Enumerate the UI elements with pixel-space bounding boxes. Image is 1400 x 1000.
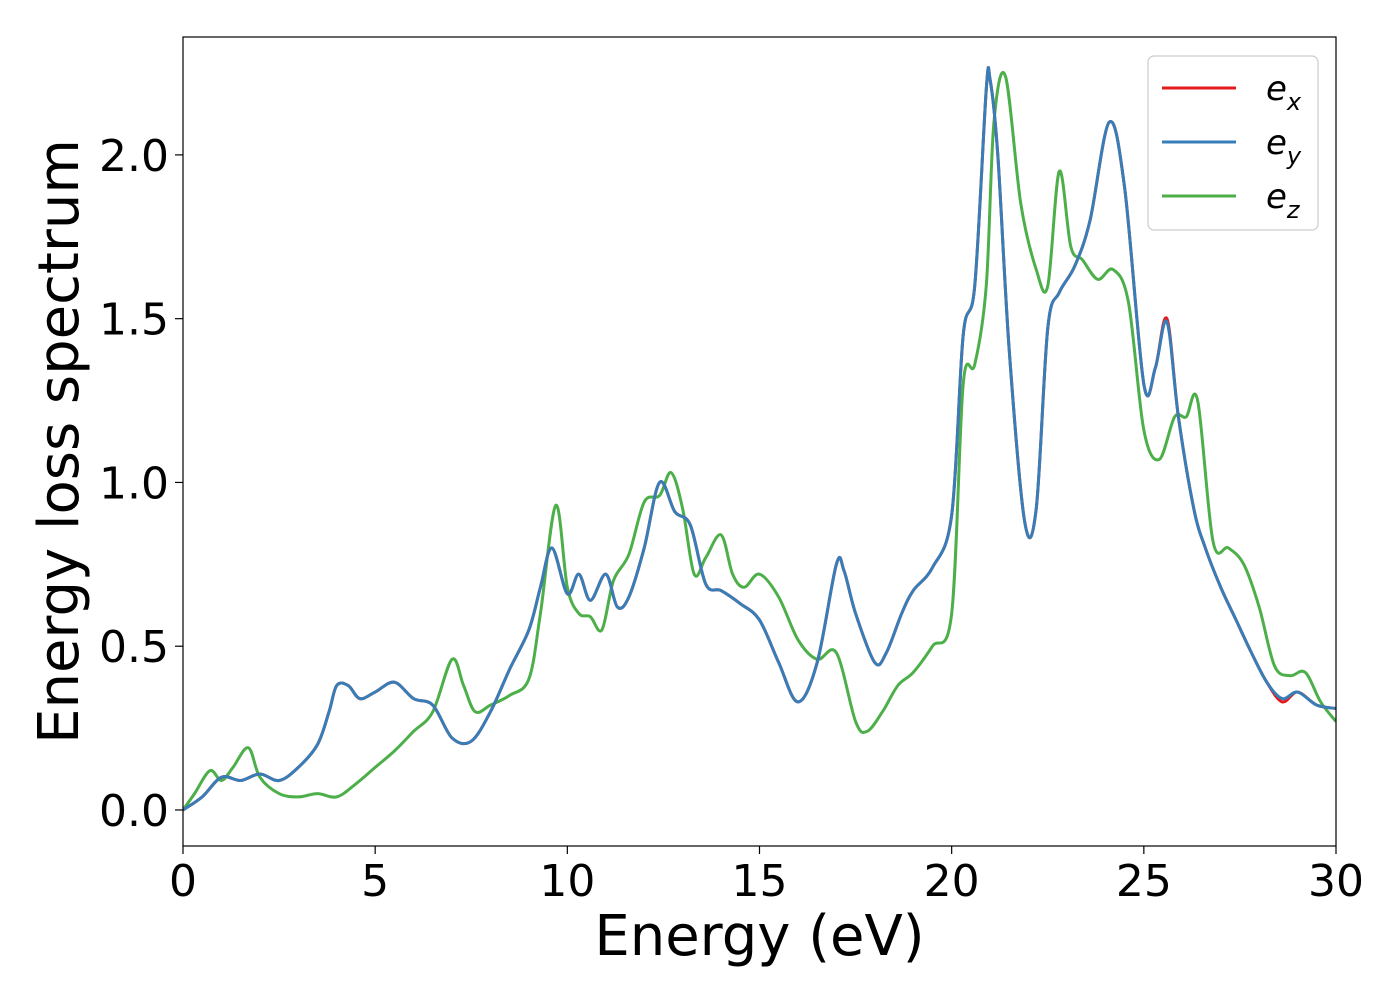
y-axis-title: Energy loss spectrum (27, 139, 92, 744)
x-tick-label: 5 (361, 856, 389, 907)
x-axis: 0 5 10 15 20 25 30 (169, 846, 1364, 907)
x-tick-label: 25 (1116, 856, 1172, 907)
legend: ex ey ez (1147, 55, 1319, 231)
y-axis: 0.0 0.5 1.0 1.5 2.0 (99, 131, 183, 837)
x-tick-label: 20 (924, 856, 980, 907)
x-axis-title: Energy (eV) (594, 904, 924, 969)
y-tick-label: 1.0 (99, 458, 169, 509)
legend-item: ey (1162, 123, 1302, 170)
legend-label: ex (1266, 69, 1302, 116)
legend-label: ez (1266, 177, 1301, 224)
series-layer (183, 65, 1336, 812)
legend-label: ey (1266, 123, 1302, 170)
series-line-ey (183, 65, 1336, 812)
legend-item: ex (1162, 69, 1302, 116)
y-tick-label: 2.0 (99, 131, 169, 182)
x-tick-label: 0 (169, 856, 197, 907)
legend-item: ez (1162, 177, 1301, 224)
y-tick-label: 1.5 (99, 295, 169, 346)
x-tick-label: 10 (539, 856, 595, 907)
y-tick-label: 0.5 (99, 622, 169, 673)
y-tick-label: 0.0 (99, 786, 169, 837)
x-tick-label: 30 (1308, 856, 1364, 907)
series-line-ez (183, 71, 1336, 811)
x-tick-label: 15 (732, 856, 788, 907)
